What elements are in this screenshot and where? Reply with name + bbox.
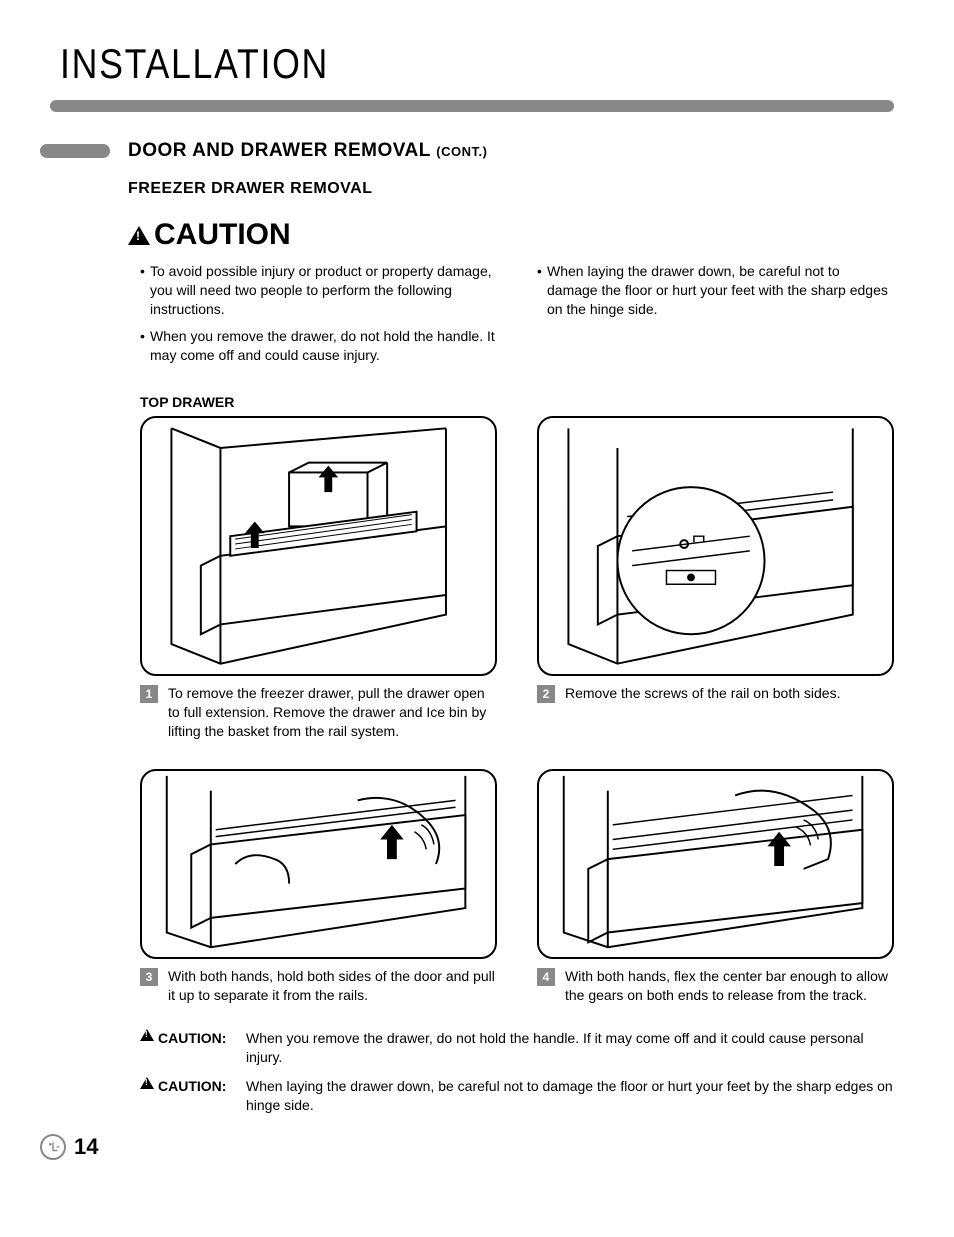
step-cell-1: 1 To remove the freezer drawer, pull the… — [140, 416, 497, 741]
step-caption: 4 With both hands, flex the center bar e… — [537, 967, 894, 1005]
bottom-caution-line: CAUTION: When you remove the drawer, do … — [140, 1029, 894, 1067]
section-header-main: DOOR AND DRAWER REMOVAL — [128, 140, 430, 161]
caution-title: CAUTION — [128, 218, 894, 252]
step-number-badge: 3 — [140, 968, 158, 986]
step-number-badge: 1 — [140, 685, 158, 703]
section-header-cont: (CONT.) — [436, 144, 487, 159]
caution-columns: • To avoid possible injury or product or… — [140, 262, 894, 372]
step-cell-3: 3 With both hands, hold both sides of th… — [140, 769, 497, 1005]
caution-col-right: • When laying the drawer down, be carefu… — [537, 262, 894, 372]
step-caption: 3 With both hands, hold both sides of th… — [140, 967, 497, 1005]
section-header: DOOR AND DRAWER REMOVAL (CONT.) — [128, 140, 487, 162]
step-caption: 2 Remove the screws of the rail on both … — [537, 684, 894, 703]
caution-label: CAUTION: — [140, 1077, 246, 1115]
step-cell-2: 2 Remove the screws of the rail on both … — [537, 416, 894, 741]
caution-label: CAUTION: — [140, 1029, 246, 1067]
caution-text: When you remove the drawer, do not hold … — [150, 327, 497, 365]
section-header-row: DOOR AND DRAWER REMOVAL (CONT.) — [40, 140, 894, 162]
title-rule — [50, 100, 894, 112]
step-grid: 1 To remove the freezer drawer, pull the… — [140, 416, 894, 1004]
step-number-badge: 2 — [537, 685, 555, 703]
illustration-step-2 — [537, 416, 894, 676]
subsection-header: FREEZER DRAWER REMOVAL — [128, 180, 894, 198]
section-bullet — [40, 144, 110, 158]
lg-logo-icon — [40, 1134, 66, 1160]
bullet-dot: • — [140, 327, 150, 365]
step-text: Remove the screws of the rail on both si… — [565, 684, 840, 703]
caution-label-text: CAUTION: — [158, 1029, 226, 1048]
warning-triangle-icon — [140, 1029, 154, 1041]
page-title: INSTALLATION — [60, 40, 769, 88]
caution-col-left: • To avoid possible injury or product or… — [140, 262, 497, 372]
caution-body-text: When you remove the drawer, do not hold … — [246, 1029, 894, 1067]
page-footer: 14 — [40, 1134, 894, 1160]
caution-text: To avoid possible injury or product or p… — [150, 262, 497, 319]
warning-triangle-icon — [140, 1077, 154, 1089]
step-caption: 1 To remove the freezer drawer, pull the… — [140, 684, 497, 741]
bullet-dot: • — [140, 262, 150, 319]
bottom-caution-line: CAUTION: When laying the drawer down, be… — [140, 1077, 894, 1115]
step-text: With both hands, hold both sides of the … — [168, 967, 497, 1005]
caution-title-text: CAUTION — [154, 218, 291, 252]
illustration-step-1 — [140, 416, 497, 676]
top-drawer-label: TOP DRAWER — [140, 394, 894, 410]
warning-triangle-icon — [128, 226, 150, 245]
caution-bullet: • When laying the drawer down, be carefu… — [537, 262, 894, 319]
step-text: To remove the freezer drawer, pull the d… — [168, 684, 497, 741]
illustration-step-4 — [537, 769, 894, 959]
caution-bullet: • To avoid possible injury or product or… — [140, 262, 497, 319]
step-number-badge: 4 — [537, 968, 555, 986]
bullet-dot: • — [537, 262, 547, 319]
caution-text: When laying the drawer down, be careful … — [547, 262, 894, 319]
page-number: 14 — [74, 1134, 98, 1160]
step-text: With both hands, flex the center bar eno… — [565, 967, 894, 1005]
caution-bullet: • When you remove the drawer, do not hol… — [140, 327, 497, 365]
caution-body-text: When laying the drawer down, be careful … — [246, 1077, 894, 1115]
step-cell-4: 4 With both hands, flex the center bar e… — [537, 769, 894, 1005]
caution-label-text: CAUTION: — [158, 1077, 226, 1096]
illustration-step-3 — [140, 769, 497, 959]
